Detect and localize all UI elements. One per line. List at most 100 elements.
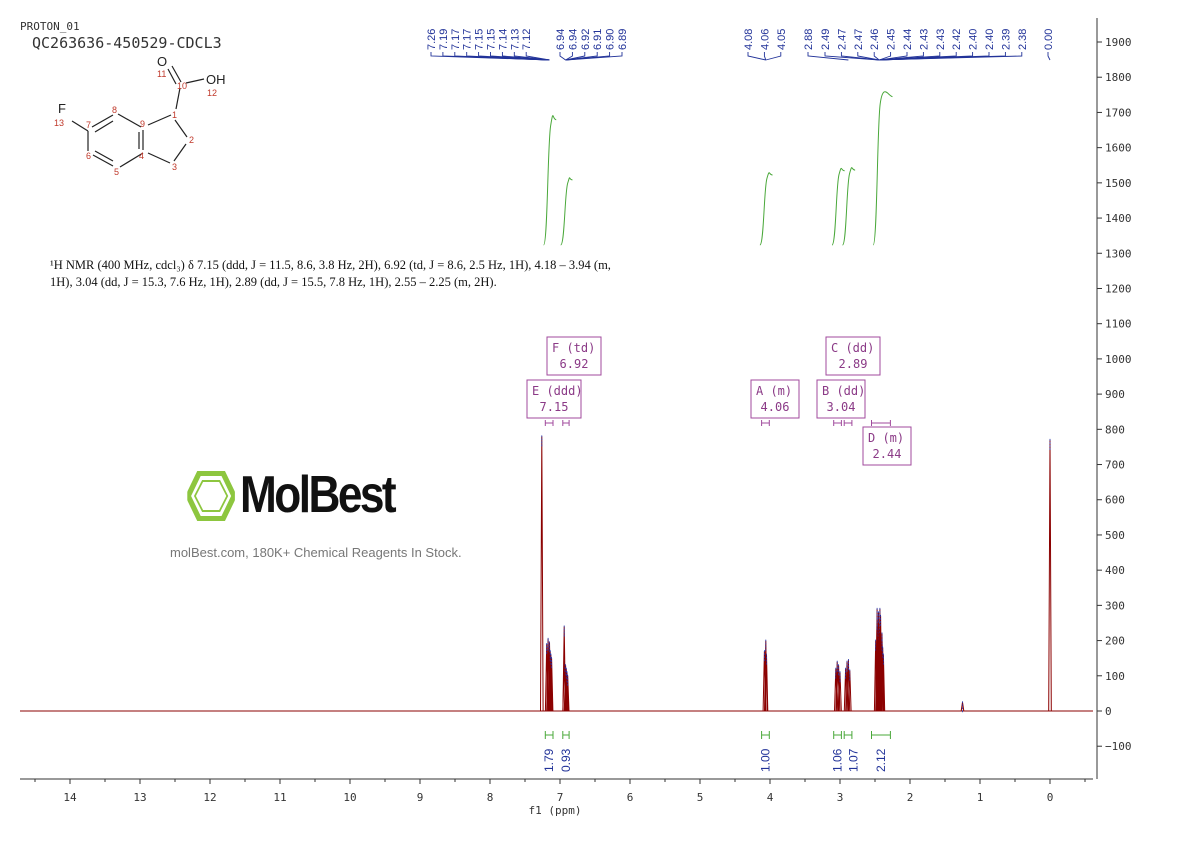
peak-label-connector [873,52,880,61]
x-tick-label: 4 [767,791,774,804]
peak-label: 0.00 [1043,29,1055,50]
y-tick-label: 500 [1105,529,1125,542]
multiplet-range [843,420,853,426]
peak-label: 7.17 [462,29,474,50]
x-tick-label: 8 [487,791,494,804]
peak-label-connector [879,52,1023,61]
y-tick-label: 300 [1105,599,1125,612]
peak-label-connector [747,52,766,61]
integral-value: 1.06 [831,748,845,772]
peak-label-connector [879,52,908,61]
peak-label: 6.94 [555,29,567,50]
atom-number: 9 [140,119,145,129]
x-tick-label: 13 [133,791,146,804]
atom-number: 7 [86,120,91,130]
atom-number: 3 [172,162,177,172]
y-tick-label: 400 [1105,564,1125,577]
y-tick-label: 1200 [1105,282,1132,295]
multiplet-range [871,420,891,426]
peak-label-connector [513,52,550,61]
atom-number: 5 [114,167,119,177]
peak-label-connector [525,52,550,61]
multiplet-shift: 2.89 [839,357,868,371]
y-tick-label: 200 [1105,635,1125,648]
peak-label: 7.26 [426,29,438,50]
atom-number: 12 [207,88,217,98]
peak-label-connector [1047,52,1051,61]
x-tick-label: 2 [907,791,914,804]
multiplet-label: C (dd) [831,341,874,355]
atom-number: 6 [86,151,91,161]
peak-label: 2.38 [1017,29,1029,50]
x-tick-label: 12 [203,791,216,804]
x-tick-label: 7 [557,791,564,804]
peak-label: 6.89 [617,29,629,50]
multiplet-shift: 4.06 [761,400,790,414]
multiplet-range [544,420,554,426]
integral-value: 1.79 [542,748,556,772]
peak-label-connector [857,52,880,61]
x-tick-label: 10 [343,791,356,804]
peak-label: 2.46 [869,29,881,50]
atom-label: O [157,54,167,69]
multiplet-box [750,379,800,419]
peak-label: 6.91 [592,29,604,50]
multiplet-shift: 6.92 [560,357,589,371]
sample-name: QC263636-450529-CDCL3 [32,34,222,52]
peak-label: 4.06 [759,29,771,50]
multiplet-box [526,379,582,419]
y-tick-label: −100 [1105,740,1132,753]
peak-label: 2.47 [853,29,865,50]
peak-label: 2.43 [918,29,930,50]
x-tick-label: 11 [273,791,286,804]
integral-value: 2.12 [874,748,888,772]
x-tick-label: 14 [63,791,77,804]
peak-label-connector [763,52,767,61]
y-tick-label: 1700 [1105,106,1132,119]
watermark-tagline: molBest.com, 180K+ Chemical Reagents In … [170,545,462,560]
y-tick-label: 1900 [1105,36,1132,49]
y-tick-label: 1800 [1105,71,1132,84]
peak-label-connector [565,52,573,61]
atom-number: 13 [54,118,64,128]
watermark-logo: MolBest [187,465,397,525]
integral-value: 0.93 [559,748,573,772]
integral-value: 1.00 [758,748,772,772]
multiplet-label: E (ddd) [532,384,583,398]
atom-number: 10 [177,81,187,91]
integral-bracket [843,731,853,739]
peak-label: 2.88 [803,29,815,50]
peak [1048,439,1052,712]
integral-bracket [761,731,770,739]
atom-label: F [58,101,66,116]
multiplet-label: A (m) [756,384,792,398]
atom-label: OH [206,72,226,87]
y-tick-label: 600 [1105,494,1125,507]
experiment-name: PROTON_01 [20,20,80,33]
y-tick-label: 700 [1105,459,1125,472]
multiplet-shift: 2.44 [873,447,902,461]
x-tick-label: 5 [697,791,704,804]
multiplet-range [761,420,770,426]
peak-label: 7.15 [486,29,498,50]
peak-label: 6.94 [567,29,579,50]
peak-label: 2.40 [968,29,980,50]
multiplet-range [833,420,842,426]
peak-label-connector [765,52,782,61]
peak-label: 2.44 [902,29,914,50]
peak-label: 2.47 [836,29,848,50]
y-tick-label: 100 [1105,670,1125,683]
x-tick-label: 9 [417,791,424,804]
atom-number: 1 [172,110,177,120]
y-tick-label: 800 [1105,423,1125,436]
peak-label: 2.39 [1000,29,1012,50]
y-tick-label: 900 [1105,388,1125,401]
x-tick-label: 3 [837,791,844,804]
molecule-structure [71,65,205,168]
y-tick-label: 1100 [1105,318,1132,331]
peak-label-connector [565,52,586,61]
peak-label: 4.05 [776,29,788,50]
y-tick-label: 1300 [1105,247,1132,260]
multiplet-label: F (td) [552,341,595,355]
